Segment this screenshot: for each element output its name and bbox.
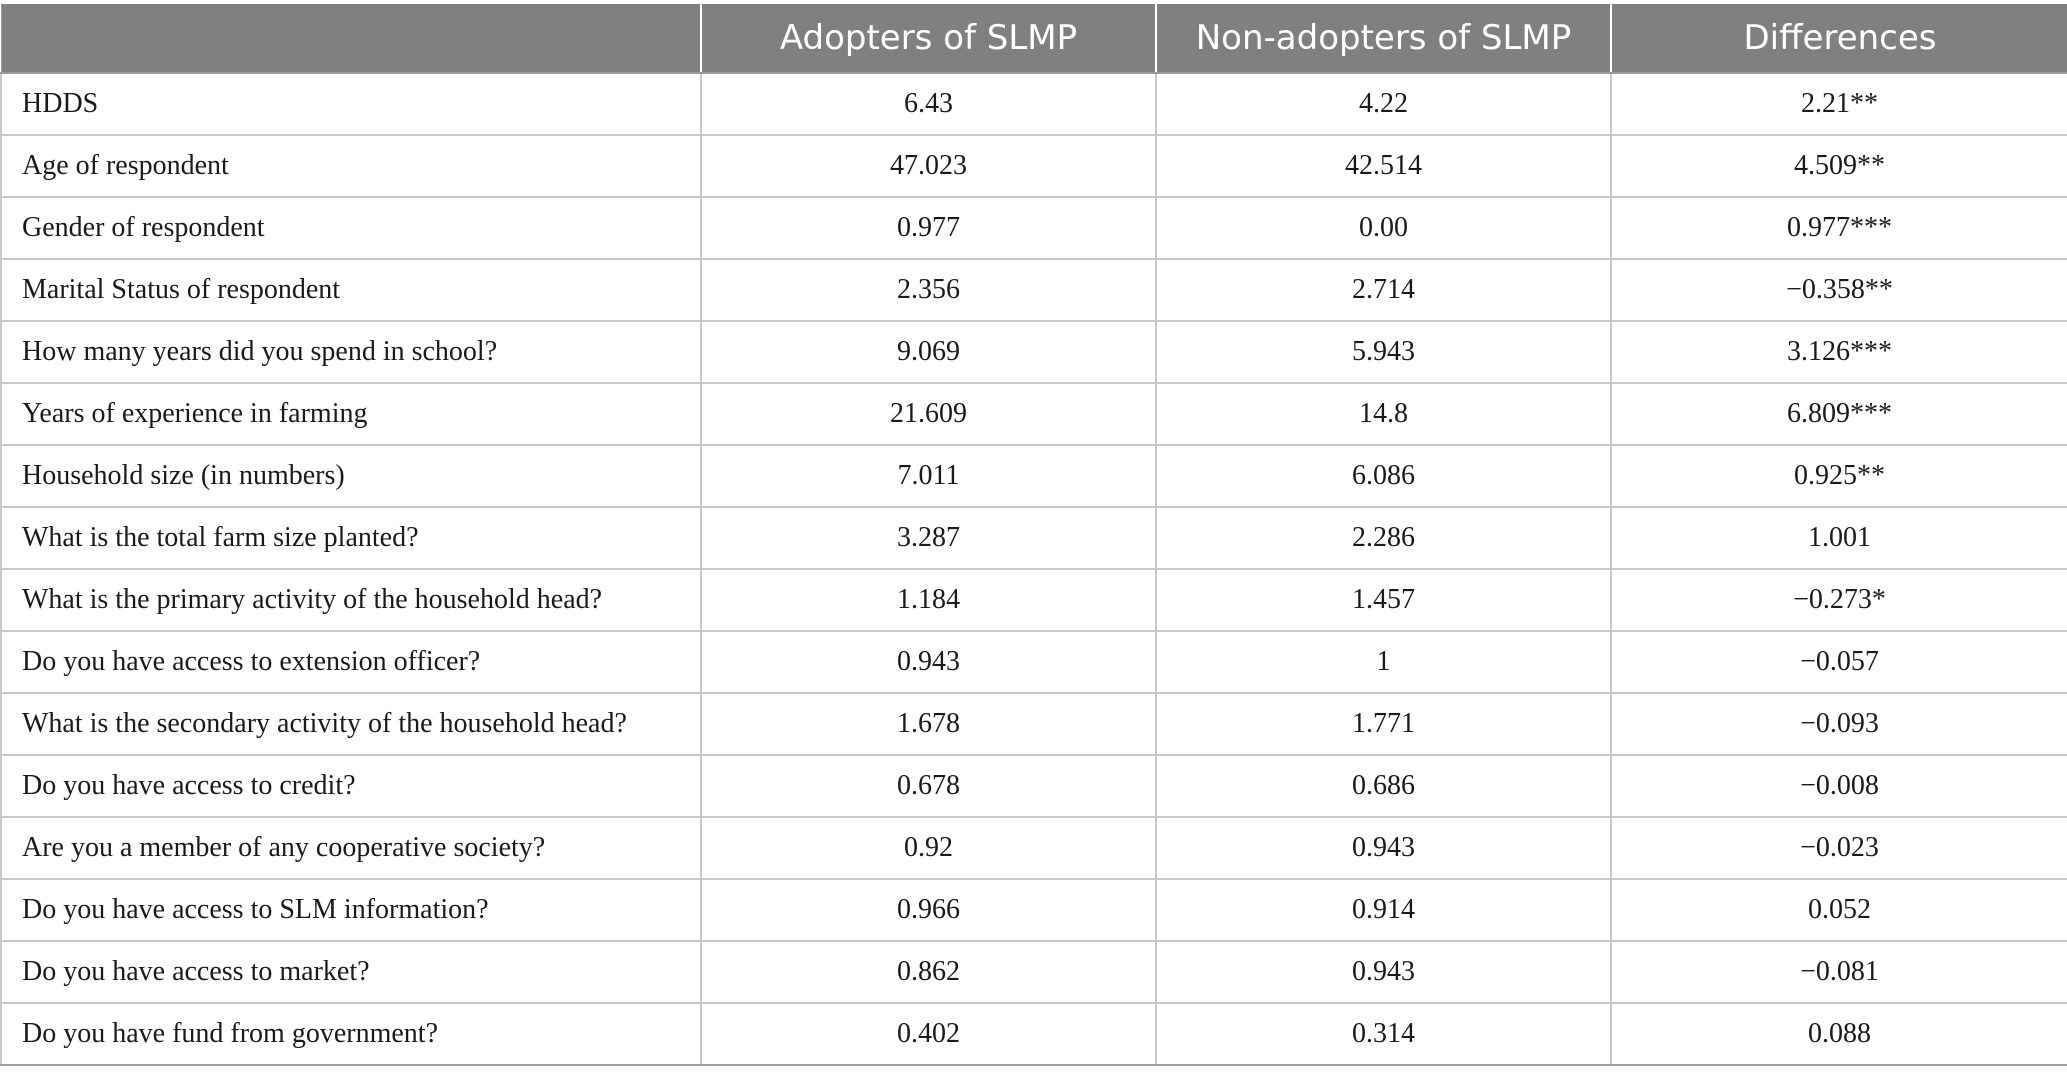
row-label: Are you a member of any cooperative soci… xyxy=(0,816,702,880)
row-label: Do you have access to market? xyxy=(0,940,702,1004)
cell-differences: −0.057 xyxy=(1610,630,2067,694)
table-row: Age of respondent 47.023 42.514 4.509** xyxy=(0,134,2067,198)
cell-non-adopters: 5.943 xyxy=(1155,320,1612,384)
data-table-container: Adopters of SLMP Non-adopters of SLMP Di… xyxy=(0,4,2067,1066)
cell-adopters: 1.184 xyxy=(700,568,1157,632)
table-row: Do you have access to extension officer?… xyxy=(0,630,2067,694)
cell-adopters: 0.966 xyxy=(700,878,1157,942)
cell-adopters: 0.92 xyxy=(700,816,1157,880)
row-label: How many years did you spend in school? xyxy=(0,320,702,384)
header-adopters: Adopters of SLMP xyxy=(700,4,1156,74)
cell-differences: 0.977*** xyxy=(1610,196,2067,260)
table-row: Do you have access to market? 0.862 0.943−… xyxy=(0,940,2067,1004)
cell-differences: 6.809*** xyxy=(1610,382,2067,446)
cell-differences: 0.088 xyxy=(1610,1002,2067,1066)
cell-differences: 4.509** xyxy=(1610,134,2067,198)
cell-differences: −0.273* xyxy=(1610,568,2067,632)
table-row: What is the secondary activity of the ho… xyxy=(0,692,2067,756)
cell-adopters: 0.678 xyxy=(700,754,1157,818)
cell-adopters: 0.977 xyxy=(700,196,1157,260)
table-row: Do you have access to credit? 0.678 0.686−… xyxy=(0,754,2067,818)
cell-non-adopters: 0.943 xyxy=(1155,816,1612,880)
cell-differences: −0.023 xyxy=(1610,816,2067,880)
row-label: What is the secondary activity of the ho… xyxy=(0,692,702,756)
row-label: Do you have fund from government? xyxy=(0,1002,702,1066)
cell-non-adopters: 0.686 xyxy=(1155,754,1612,818)
cell-differences: −0.008 xyxy=(1610,754,2067,818)
cell-non-adopters: 6.086 xyxy=(1155,444,1612,508)
cell-non-adopters: 0.00 xyxy=(1155,196,1612,260)
cell-differences: 1.001 xyxy=(1610,506,2067,570)
table-row: Household size (in numbers) 7.011 6.086 0.9… xyxy=(0,444,2067,508)
cell-non-adopters: 1 xyxy=(1155,630,1612,694)
cell-non-adopters: 1.771 xyxy=(1155,692,1612,756)
data-table: Adopters of SLMP Non-adopters of SLMP Di… xyxy=(0,4,2067,1066)
cell-differences: 0.052 xyxy=(1610,878,2067,942)
cell-non-adopters: 14.8 xyxy=(1155,382,1612,446)
cell-differences: −0.093 xyxy=(1610,692,2067,756)
table-row: HDDS 6.43 4.22 2.21** xyxy=(0,72,2067,136)
row-label: What is the primary activity of the hous… xyxy=(0,568,702,632)
cell-adopters: 2.356 xyxy=(700,258,1157,322)
row-label: Years of experience in farming xyxy=(0,382,702,446)
cell-adopters: 9.069 xyxy=(700,320,1157,384)
cell-adopters: 0.402 xyxy=(700,1002,1157,1066)
cell-adopters: 1.678 xyxy=(700,692,1157,756)
table-row: What is the primary activity of the hous… xyxy=(0,568,2067,632)
row-label: Age of respondent xyxy=(0,134,702,198)
row-label: Do you have access to SLM information? xyxy=(0,878,702,942)
header-differences: Differences xyxy=(1610,4,2067,74)
header-non-adopters: Non-adopters of SLMP xyxy=(1155,4,1611,74)
cell-adopters: 47.023 xyxy=(700,134,1157,198)
cell-non-adopters: 42.514 xyxy=(1155,134,1612,198)
table-row: Marital Status of respondent 2.356 2.714 −0… xyxy=(0,258,2067,322)
cell-non-adopters: 0.914 xyxy=(1155,878,1612,942)
cell-non-adopters: 2.286 xyxy=(1155,506,1612,570)
cell-adopters: 3.287 xyxy=(700,506,1157,570)
row-label: Do you have access to extension officer? xyxy=(0,630,702,694)
row-label: Gender of respondent xyxy=(0,196,702,260)
row-label: Do you have access to credit? xyxy=(0,754,702,818)
table-row: Are you a member of any cooperative soci… xyxy=(0,816,2067,880)
cell-differences: 2.21** xyxy=(1610,72,2067,136)
table-row: Gender of respondent 0.977 0.00 0.977*** xyxy=(0,196,2067,260)
cell-adopters: 21.609 xyxy=(700,382,1157,446)
cell-adopters: 0.943 xyxy=(700,630,1157,694)
table-row: Years of experience in farming 21.609 14.8… xyxy=(0,382,2067,446)
table-row: How many years did you spend in school? 9… xyxy=(0,320,2067,384)
cell-non-adopters: 4.22 xyxy=(1155,72,1612,136)
cell-non-adopters: 0.314 xyxy=(1155,1002,1612,1066)
row-label: Household size (in numbers) xyxy=(0,444,702,508)
cell-differences: −0.358** xyxy=(1610,258,2067,322)
cell-adopters: 6.43 xyxy=(700,72,1157,136)
table-row: Do you have fund from government? 0.402 0.… xyxy=(0,1002,2067,1066)
row-label: What is the total farm size planted? xyxy=(0,506,702,570)
cell-adopters: 7.011 xyxy=(700,444,1157,508)
cell-differences: 3.126*** xyxy=(1610,320,2067,384)
cell-non-adopters: 1.457 xyxy=(1155,568,1612,632)
row-label: Marital Status of respondent xyxy=(0,258,702,322)
row-label: HDDS xyxy=(0,72,702,136)
table-row: Do you have access to SLM information? 0.… xyxy=(0,878,2067,942)
cell-adopters: 0.862 xyxy=(700,940,1157,1004)
cell-differences: −0.081 xyxy=(1610,940,2067,1004)
table-header-row: Adopters of SLMP Non-adopters of SLMP Di… xyxy=(0,4,2067,74)
table-row: What is the total farm size planted? 3.28… xyxy=(0,506,2067,570)
cell-differences: 0.925** xyxy=(1610,444,2067,508)
header-variable xyxy=(0,4,701,74)
cell-non-adopters: 0.943 xyxy=(1155,940,1612,1004)
cell-non-adopters: 2.714 xyxy=(1155,258,1612,322)
table-body: HDDS 6.43 4.22 2.21** Age of respondent 47.02… xyxy=(0,72,2067,1066)
